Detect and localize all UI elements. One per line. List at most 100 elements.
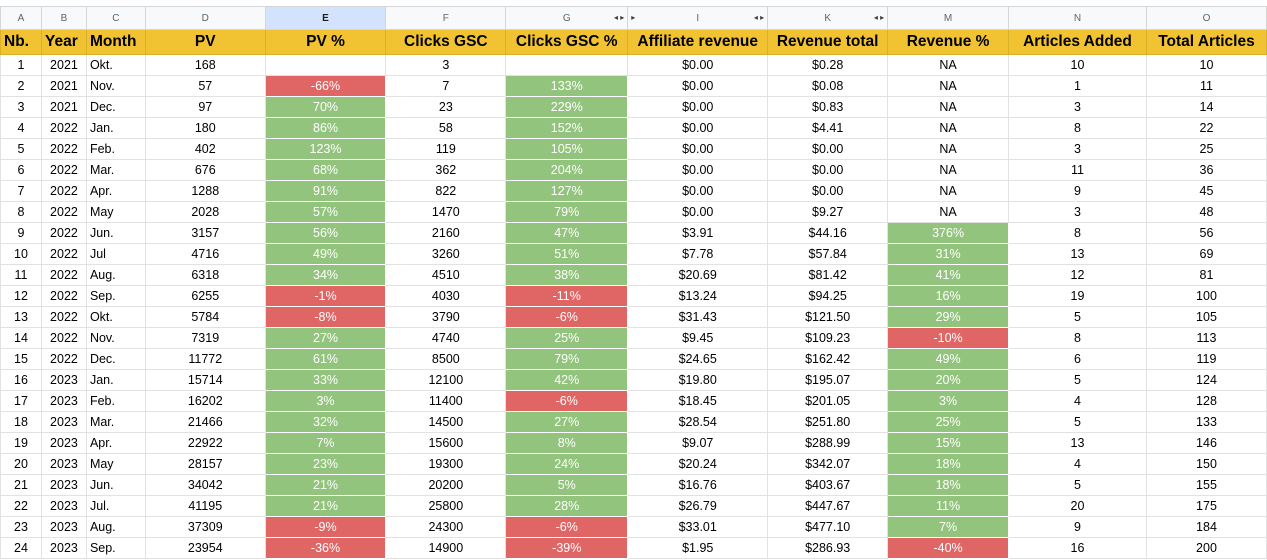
header-cell-pv-percent[interactable]: PV % (264, 29, 387, 55)
cell-clicks-gsc[interactable]: 14500 (385, 411, 507, 433)
cell-nb[interactable]: 13 (0, 306, 42, 328)
cell-pv[interactable]: 2028 (144, 201, 266, 223)
cell-year[interactable]: 2022 (40, 138, 87, 160)
cell-pv[interactable]: 23954 (144, 537, 266, 559)
cell-month[interactable]: Sep. (85, 285, 146, 307)
cell-articles-added[interactable]: 9 (1008, 516, 1147, 538)
cell-pv-percent[interactable]: 70% (264, 96, 387, 118)
collapsed-columns-arrow-icon[interactable]: ◂ ▸ (753, 13, 765, 22)
cell-revenue-percent[interactable]: -10% (887, 327, 1010, 349)
cell-total-articles[interactable]: 48 (1145, 201, 1267, 223)
cell-year[interactable]: 2022 (40, 159, 87, 181)
cell-clicks-gsc-percent[interactable]: -39% (505, 537, 629, 559)
cell-clicks-gsc-percent[interactable]: 79% (505, 348, 629, 370)
cell-month[interactable]: May (85, 201, 146, 223)
collapsed-columns-arrow-icon[interactable]: ▸ (631, 13, 636, 22)
cell-pv[interactable]: 1288 (144, 180, 266, 202)
cell-pv-percent[interactable]: 86% (264, 117, 387, 139)
cell-revenue-total[interactable]: $81.42 (767, 264, 889, 286)
cell-revenue-percent[interactable]: 25% (887, 411, 1010, 433)
cell-month[interactable]: Jul. (85, 495, 146, 517)
cell-affiliate-revenue[interactable]: $33.01 (627, 516, 769, 538)
cell-year[interactable]: 2023 (40, 495, 87, 517)
cell-pv[interactable]: 57 (144, 75, 266, 97)
cell-articles-added[interactable]: 6 (1008, 348, 1147, 370)
cell-month[interactable]: Nov. (85, 327, 146, 349)
column-header-C[interactable]: C (85, 6, 146, 30)
cell-pv-percent[interactable]: 21% (264, 495, 387, 517)
cell-clicks-gsc-percent[interactable]: 105% (505, 138, 629, 160)
cell-revenue-percent[interactable]: 20% (887, 369, 1010, 391)
cell-articles-added[interactable]: 8 (1008, 327, 1147, 349)
cell-affiliate-revenue[interactable]: $13.24 (627, 285, 769, 307)
cell-articles-added[interactable]: 5 (1008, 411, 1147, 433)
cell-revenue-total[interactable]: $286.93 (767, 537, 889, 559)
cell-pv-percent[interactable]: 49% (264, 243, 387, 265)
column-header-O[interactable]: O (1145, 6, 1267, 30)
cell-affiliate-revenue[interactable]: $28.54 (627, 411, 769, 433)
cell-total-articles[interactable]: 113 (1145, 327, 1267, 349)
header-cell-affiliate-revenue[interactable]: Affiliate revenue (627, 29, 769, 55)
cell-pv[interactable]: 16202 (144, 390, 266, 412)
cell-pv-percent[interactable]: 3% (264, 390, 387, 412)
cell-articles-added[interactable]: 20 (1008, 495, 1147, 517)
cell-year[interactable]: 2021 (40, 54, 87, 76)
cell-affiliate-revenue[interactable]: $0.00 (627, 54, 769, 76)
cell-pv-percent[interactable]: 27% (264, 327, 387, 349)
cell-month[interactable]: Okt. (85, 306, 146, 328)
spreadsheet-grid[interactable]: A B C D E F G ◂ ▸ ▸ I ◂ ▸ K ◂ ▸ M N O Nb. Ye… (0, 6, 1267, 559)
cell-clicks-gsc[interactable]: 822 (385, 180, 507, 202)
cell-pv-percent[interactable]: 32% (264, 411, 387, 433)
cell-clicks-gsc-percent[interactable]: 28% (505, 495, 629, 517)
cell-pv[interactable]: 11772 (144, 348, 266, 370)
cell-clicks-gsc[interactable]: 4740 (385, 327, 507, 349)
cell-articles-added[interactable]: 5 (1008, 474, 1147, 496)
cell-revenue-total[interactable]: $4.41 (767, 117, 889, 139)
cell-revenue-total[interactable]: $201.05 (767, 390, 889, 412)
cell-nb[interactable]: 14 (0, 327, 42, 349)
cell-month[interactable]: Jul (85, 243, 146, 265)
cell-affiliate-revenue[interactable]: $0.00 (627, 159, 769, 181)
cell-pv[interactable]: 15714 (144, 369, 266, 391)
cell-affiliate-revenue[interactable]: $0.00 (627, 96, 769, 118)
cell-clicks-gsc[interactable]: 119 (385, 138, 507, 160)
cell-revenue-total[interactable]: $94.25 (767, 285, 889, 307)
cell-nb[interactable]: 16 (0, 369, 42, 391)
cell-month[interactable]: Apr. (85, 180, 146, 202)
cell-clicks-gsc-percent[interactable]: 79% (505, 201, 629, 223)
header-cell-nb[interactable]: Nb. (0, 29, 42, 55)
cell-nb[interactable]: 2 (0, 75, 42, 97)
cell-nb[interactable]: 17 (0, 390, 42, 412)
cell-year[interactable]: 2021 (40, 75, 87, 97)
cell-year[interactable]: 2023 (40, 453, 87, 475)
cell-revenue-total[interactable]: $251.80 (767, 411, 889, 433)
cell-pv[interactable]: 6255 (144, 285, 266, 307)
cell-clicks-gsc-percent[interactable]: 38% (505, 264, 629, 286)
cell-month[interactable]: Feb. (85, 390, 146, 412)
cell-clicks-gsc-percent[interactable]: 8% (505, 432, 629, 454)
cell-revenue-total[interactable]: $0.28 (767, 54, 889, 76)
cell-revenue-total[interactable]: $57.84 (767, 243, 889, 265)
cell-pv-percent[interactable]: 68% (264, 159, 387, 181)
cell-clicks-gsc[interactable]: 4510 (385, 264, 507, 286)
cell-revenue-percent[interactable]: NA (887, 96, 1010, 118)
cell-articles-added[interactable]: 3 (1008, 201, 1147, 223)
cell-revenue-percent[interactable]: 49% (887, 348, 1010, 370)
cell-nb[interactable]: 4 (0, 117, 42, 139)
header-cell-total-articles[interactable]: Total Articles (1145, 29, 1267, 55)
cell-pv-percent[interactable]: 23% (264, 453, 387, 475)
cell-total-articles[interactable]: 146 (1145, 432, 1267, 454)
cell-pv-percent[interactable]: 34% (264, 264, 387, 286)
cell-pv[interactable]: 22922 (144, 432, 266, 454)
cell-nb[interactable]: 15 (0, 348, 42, 370)
column-header-G[interactable]: G ◂ ▸ (505, 6, 629, 30)
cell-month[interactable]: Feb. (85, 138, 146, 160)
cell-revenue-percent[interactable]: 15% (887, 432, 1010, 454)
cell-month[interactable]: Aug. (85, 264, 146, 286)
cell-revenue-total[interactable]: $342.07 (767, 453, 889, 475)
cell-articles-added[interactable]: 12 (1008, 264, 1147, 286)
column-header-B[interactable]: B (40, 6, 87, 30)
cell-revenue-percent[interactable]: 18% (887, 453, 1010, 475)
cell-total-articles[interactable]: 10 (1145, 54, 1267, 76)
cell-year[interactable]: 2023 (40, 432, 87, 454)
